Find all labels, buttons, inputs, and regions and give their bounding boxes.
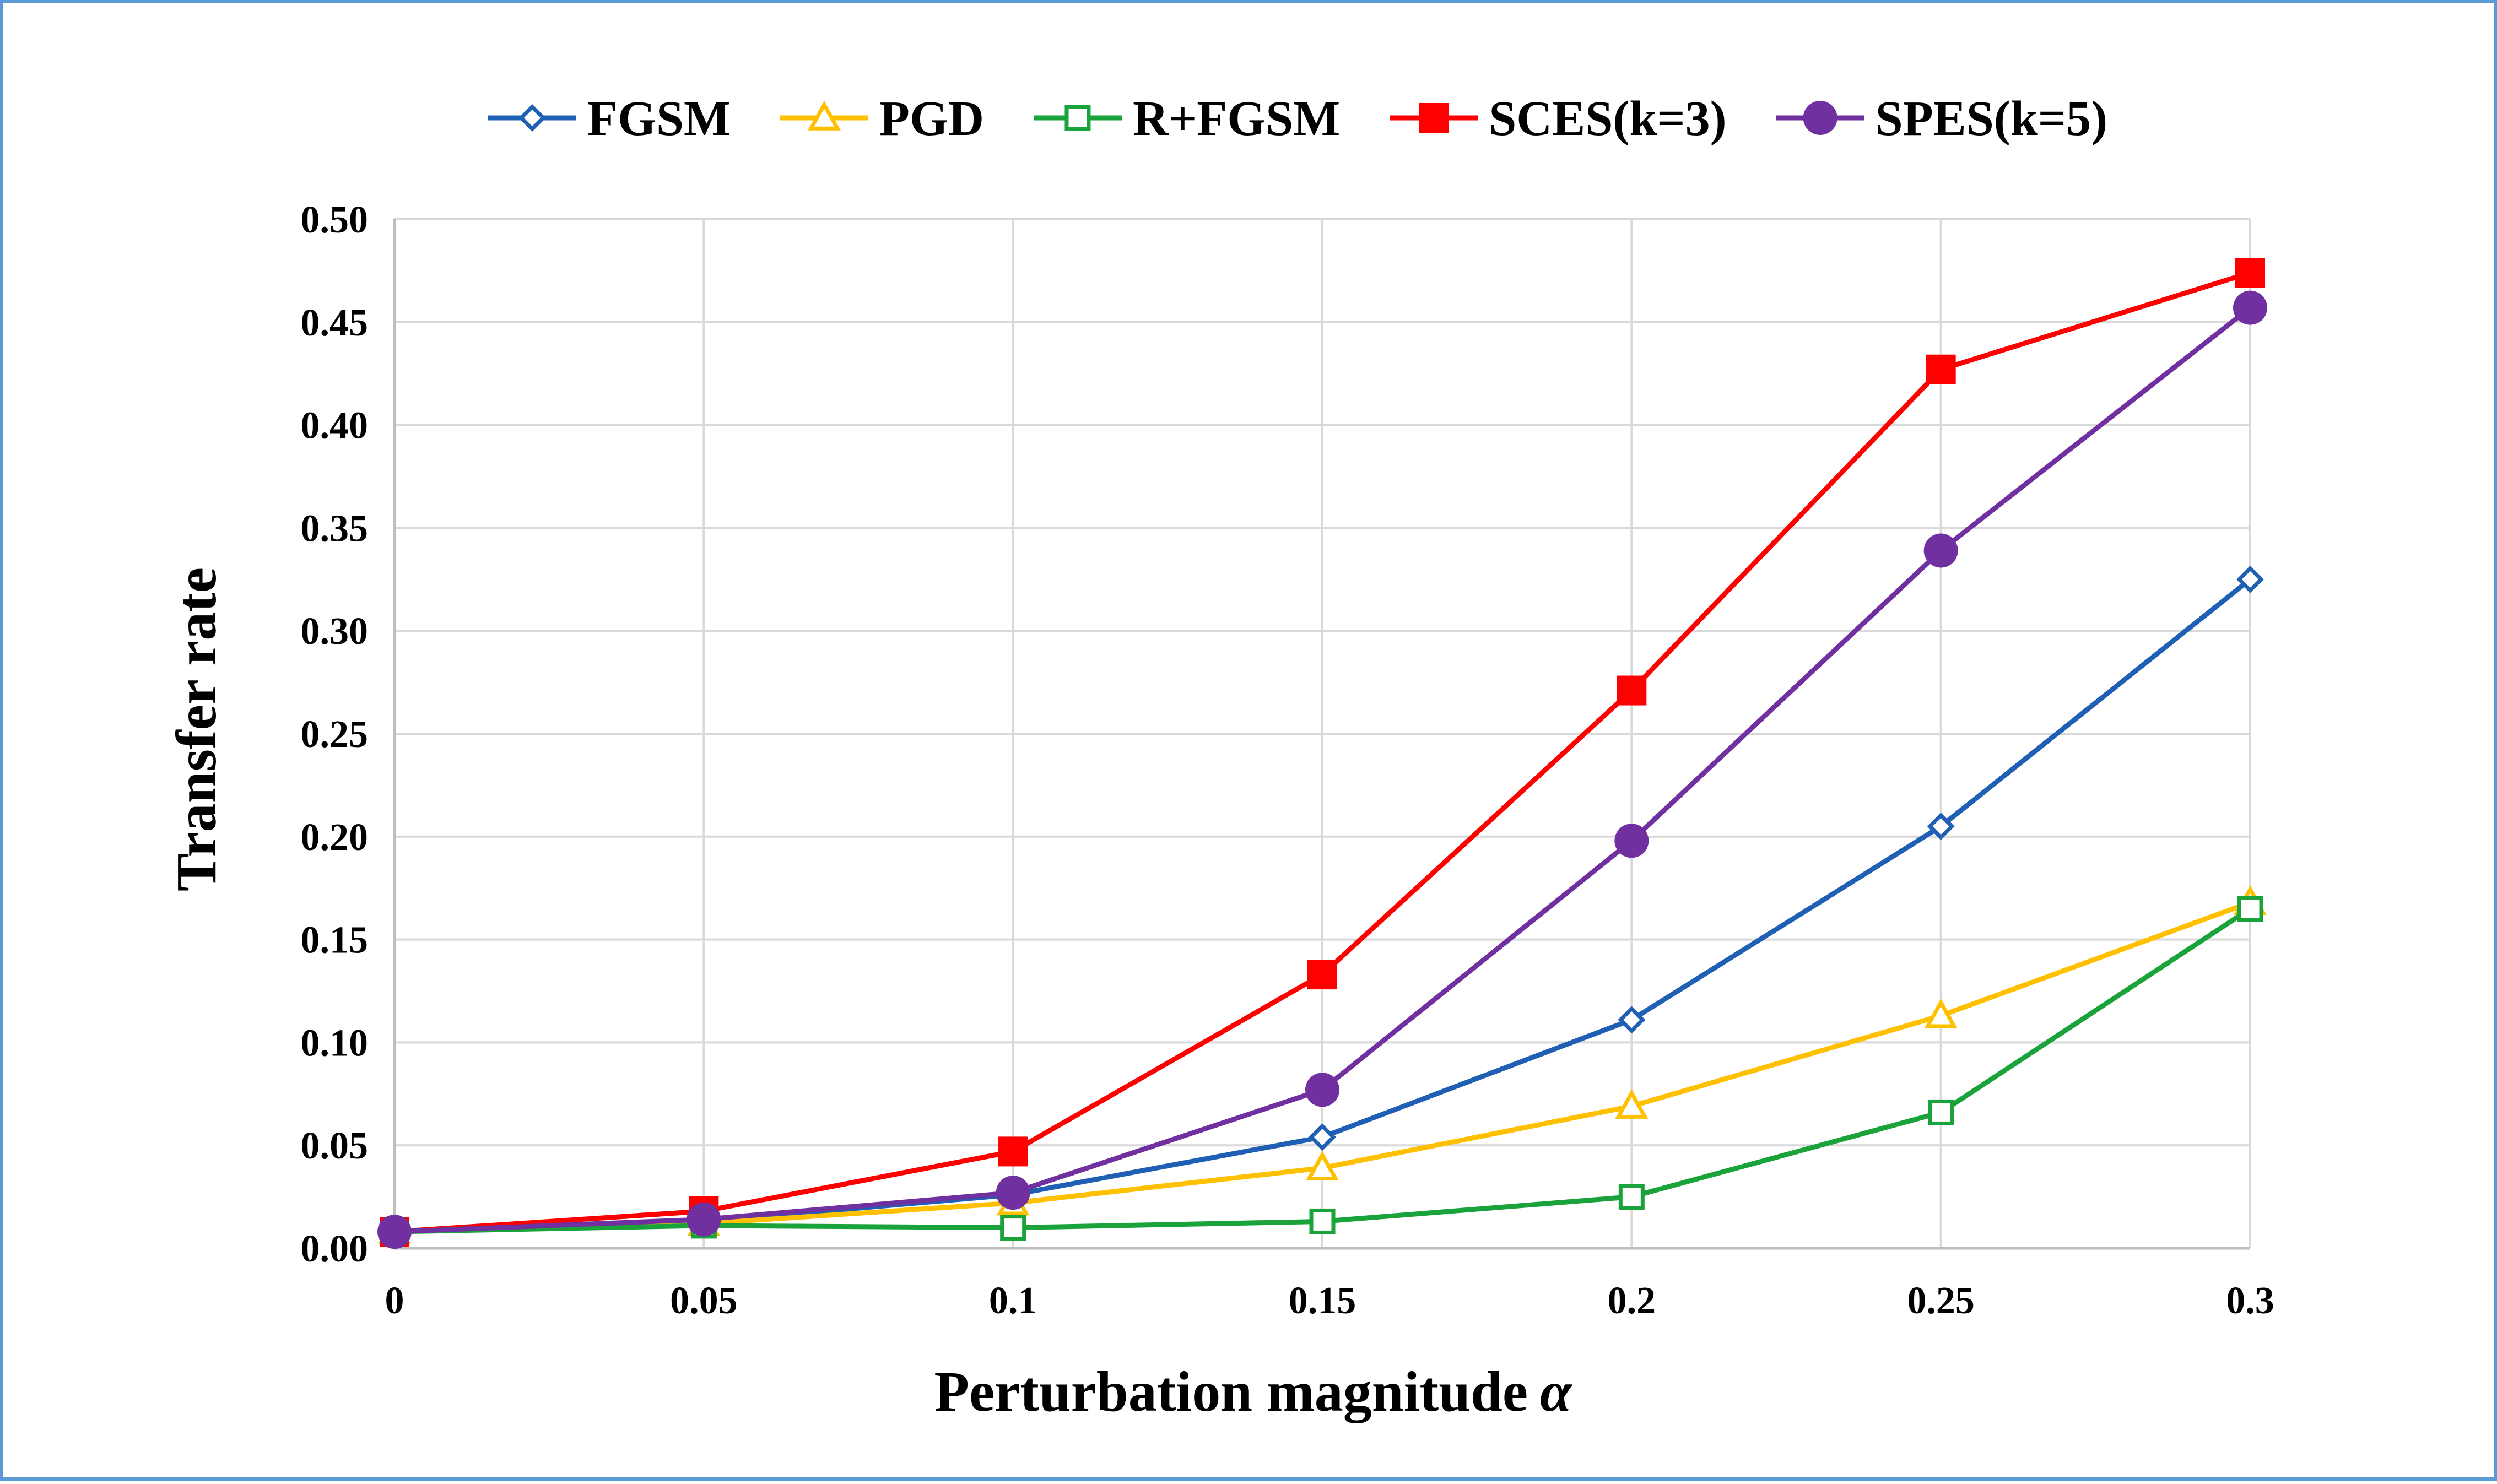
y-tick-label: 0.45 bbox=[301, 302, 369, 344]
x-tick-label: 0.15 bbox=[1289, 1280, 1356, 1322]
data-point bbox=[1926, 354, 1956, 384]
y-tick-label: 0.05 bbox=[301, 1125, 369, 1167]
x-tick-label: 0.05 bbox=[670, 1280, 738, 1322]
x-axis-title: Perturbation magnitude α bbox=[934, 1360, 1572, 1423]
data-point bbox=[687, 1202, 721, 1237]
data-point bbox=[1614, 824, 1649, 858]
legend-marker bbox=[1419, 103, 1449, 133]
data-point bbox=[2233, 290, 2267, 325]
x-tick-label: 0.1 bbox=[989, 1280, 1037, 1322]
legend-label: FGSM bbox=[587, 91, 731, 146]
y-tick-label: 0.15 bbox=[301, 919, 369, 962]
data-point bbox=[1927, 813, 1955, 841]
legend-item: FGSM bbox=[488, 91, 731, 146]
data-point bbox=[1617, 675, 1647, 706]
data-point bbox=[2237, 896, 2263, 922]
data-point bbox=[2236, 565, 2264, 593]
legend-item: SCES(k=3) bbox=[1390, 91, 1727, 146]
y-tick-label: 0.10 bbox=[301, 1022, 369, 1064]
data-point bbox=[2235, 258, 2265, 288]
legend-label: PGD bbox=[879, 91, 984, 146]
data-point bbox=[996, 1176, 1030, 1210]
legend-label: SPES(k=5) bbox=[1876, 91, 2107, 146]
legend-marker bbox=[518, 104, 546, 132]
data-point bbox=[377, 1215, 412, 1249]
y-tick-label: 0.50 bbox=[301, 199, 369, 241]
data-point bbox=[998, 1136, 1028, 1167]
data-point bbox=[1000, 1215, 1026, 1241]
data-point bbox=[1928, 1099, 1954, 1125]
axes bbox=[393, 219, 2250, 1250]
x-tick-label: 0.25 bbox=[1907, 1280, 1975, 1322]
data-point bbox=[1307, 960, 1337, 990]
series-group bbox=[377, 258, 2267, 1249]
y-tick-label: 0.30 bbox=[301, 610, 369, 653]
y-tick-label: 0.35 bbox=[301, 507, 369, 550]
x-axis-title-symbol: α bbox=[1540, 1360, 1572, 1423]
data-point bbox=[1618, 1184, 1645, 1210]
data-point bbox=[1309, 1123, 1336, 1151]
y-tick-label: 0.00 bbox=[301, 1228, 369, 1270]
x-tick-label: 0.2 bbox=[1608, 1280, 1656, 1322]
legend-marker bbox=[1803, 101, 1837, 135]
y-tick-label: 0.25 bbox=[301, 713, 369, 756]
data-point bbox=[1305, 1073, 1339, 1107]
legend: FGSM PGD R+FGSM SCES(k=3) SPES(k=5) bbox=[488, 91, 2107, 146]
y-axis-title: Transfer rate bbox=[165, 567, 228, 891]
legend-marker bbox=[808, 100, 841, 131]
data-point bbox=[1309, 1208, 1336, 1234]
y-tick-label: 0.20 bbox=[301, 816, 369, 859]
line-chart: 0 0.05 0.1 0.15 0.2 0.25 0.3 0.000.050.100.150… bbox=[165, 91, 2274, 1423]
data-point bbox=[1618, 1006, 1646, 1034]
legend-item: SPES(k=5) bbox=[1776, 91, 2107, 146]
legend-label: SCES(k=3) bbox=[1489, 91, 1726, 146]
legend-marker bbox=[1064, 105, 1091, 131]
data-point bbox=[1615, 1089, 1649, 1119]
data-point bbox=[1306, 1151, 1339, 1180]
legend-item: R+FGSM bbox=[1033, 91, 1340, 146]
legend-label: R+FGSM bbox=[1133, 91, 1340, 146]
y-tick-label: 0.40 bbox=[301, 405, 369, 447]
x-axis-tick-labels: 0 0.05 0.1 0.15 0.2 0.25 0.3 bbox=[385, 1280, 2274, 1322]
legend-item: PGD bbox=[780, 91, 984, 146]
y-axis-tick-labels: 0.00 0.05 0.10 0.15 0.20 0.25 0.30 0.35 0.40 0.45… bbox=[301, 199, 369, 1270]
data-point bbox=[1923, 533, 1958, 568]
series-spes-k-5- bbox=[377, 290, 2267, 1249]
x-tick-label: 0 bbox=[385, 1280, 404, 1322]
x-axis-title-text: Perturbation magnitude bbox=[934, 1360, 1528, 1423]
data-point bbox=[1924, 998, 1958, 1028]
x-tick-label: 0.3 bbox=[2226, 1280, 2274, 1322]
